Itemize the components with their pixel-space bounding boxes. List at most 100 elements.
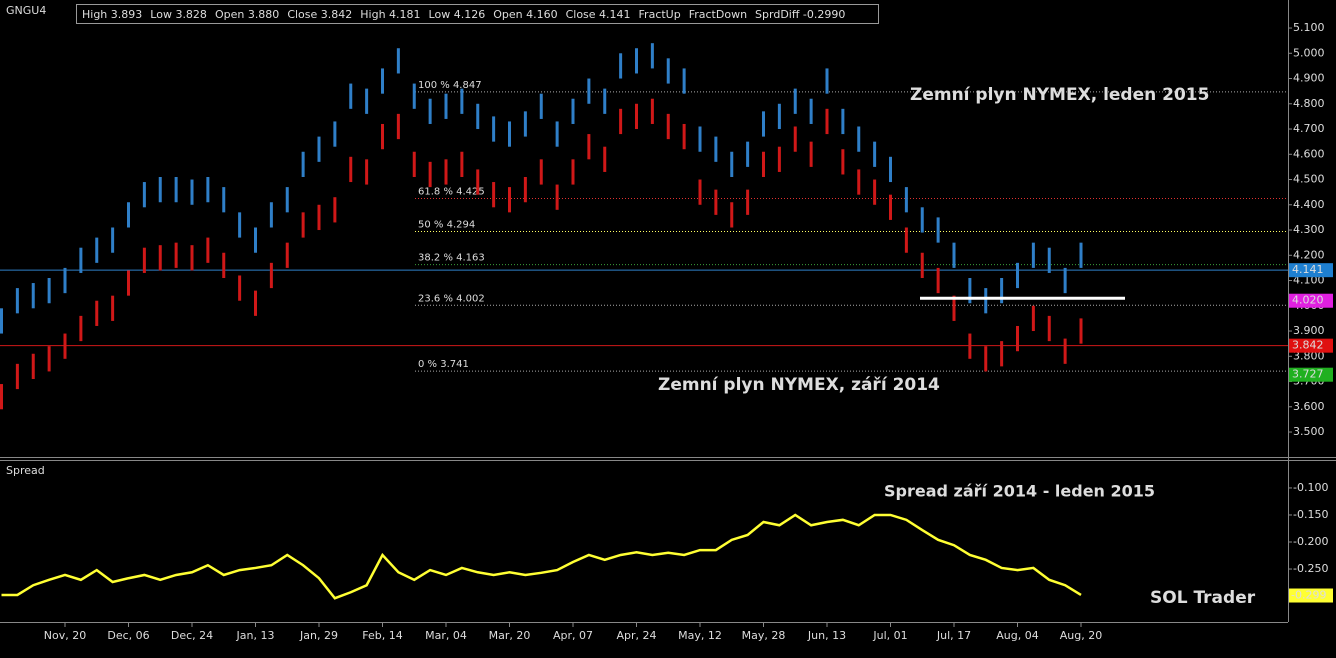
price-bar [365, 88, 369, 114]
header-item: FractUp [639, 8, 681, 21]
y-tick-label: 4.300 [1293, 223, 1325, 236]
price-bar [889, 156, 892, 183]
x-tick-label: May, 28 [742, 629, 786, 642]
price-bar [333, 197, 337, 223]
price-bar [952, 242, 956, 268]
header-box [76, 4, 879, 24]
x-tick-label: Nov, 20 [44, 629, 86, 642]
y-tick-label: -0.250 [1293, 562, 1328, 575]
price-bar [190, 245, 194, 271]
price-bar [809, 141, 813, 167]
x-tick-label: Aug, 20 [1060, 629, 1102, 642]
price-bar [269, 262, 273, 289]
price-bar [984, 288, 988, 314]
price-bar [111, 227, 115, 253]
series-label: Zemní plyn NYMEX, září 2014 [658, 375, 940, 395]
price-bar [889, 194, 892, 220]
price-bar [904, 187, 908, 213]
price-tag-label: 3.727 [1292, 368, 1324, 381]
price-bar [0, 384, 3, 410]
price-bar [952, 295, 956, 321]
price-bar [254, 290, 257, 316]
price-bar [666, 113, 670, 140]
price-bar [254, 227, 257, 253]
x-tick-label: May, 12 [678, 629, 722, 642]
price-tag [1289, 367, 1333, 382]
price-bar [936, 267, 940, 294]
price-bar [285, 242, 289, 268]
brand: SOL Trader [1150, 588, 1256, 608]
fib-label: 61.8 % 4.425 [418, 186, 485, 197]
price-tag [1289, 263, 1333, 278]
price-bar [492, 182, 496, 208]
price-bar [63, 267, 67, 294]
price-bar [269, 202, 273, 228]
price-bar [809, 98, 813, 124]
price-bar [650, 98, 654, 124]
price-bar [428, 161, 432, 188]
price-bar [714, 136, 718, 162]
price-bar [777, 103, 781, 130]
price-bar [15, 288, 19, 314]
price-bar [222, 187, 226, 213]
x-tick-label: Mar, 04 [425, 629, 467, 642]
price-bar [619, 53, 623, 79]
price-tag-label: 4.020 [1292, 294, 1324, 307]
price-bar [412, 151, 416, 178]
price-bar [31, 353, 35, 379]
fib-label: 0 % 3.741 [418, 359, 469, 370]
price-bar [222, 252, 226, 278]
price-bar [698, 179, 702, 205]
fib-label: 23.6 % 4.002 [418, 293, 485, 304]
header-item: Low 4.126 [429, 8, 486, 21]
header-item: Close 3.842 [287, 8, 352, 21]
price-bar [15, 363, 19, 390]
price-bar [158, 177, 162, 203]
price-bar [873, 141, 877, 167]
price-bar [777, 146, 781, 172]
price-bar [873, 179, 877, 205]
series-label: Zemní plyn NYMEX, leden 2015 [910, 85, 1209, 105]
price-bar [31, 283, 35, 309]
header-item: Open 3.880 [215, 8, 279, 21]
price-tag [1289, 588, 1333, 603]
price-bar [412, 83, 416, 109]
price-bar [428, 98, 432, 124]
price-bar [746, 141, 750, 167]
price-bar [793, 88, 797, 114]
price-bar [492, 116, 496, 142]
y-tick-label: -0.150 [1293, 508, 1328, 521]
price-bar [603, 88, 607, 114]
price-bar [127, 270, 130, 296]
price-bar [762, 151, 765, 178]
price-bar [730, 151, 734, 178]
y-tick-label: 4.600 [1293, 147, 1325, 160]
price-bar [714, 189, 718, 215]
price-bar [1047, 247, 1051, 273]
header-item: High 4.181 [360, 8, 420, 21]
x-tick-label: Mar, 20 [489, 629, 531, 642]
price-bar [746, 189, 750, 215]
y-tick-label: 3.900 [1293, 324, 1325, 337]
price-bar [841, 149, 845, 175]
x-tick-label: Jan, 13 [236, 629, 275, 642]
price-bar [444, 93, 448, 119]
price-bar [508, 187, 511, 213]
price-bar [1031, 305, 1035, 332]
price-bar [174, 242, 178, 268]
price-bar [1063, 338, 1067, 364]
price-bar [984, 346, 988, 372]
x-tick-label: Apr, 24 [616, 629, 656, 642]
price-bar [587, 78, 591, 104]
price-bar [127, 202, 130, 228]
price-bar [317, 136, 321, 162]
price-bar [95, 300, 99, 326]
y-tick-label: 4.700 [1293, 122, 1325, 135]
price-bar [396, 48, 400, 74]
price-bar [1063, 267, 1067, 294]
price-bar [730, 202, 734, 228]
price-bar [698, 126, 702, 152]
price-bar [762, 111, 765, 137]
price-bar [238, 275, 242, 301]
price-bar [968, 277, 972, 304]
